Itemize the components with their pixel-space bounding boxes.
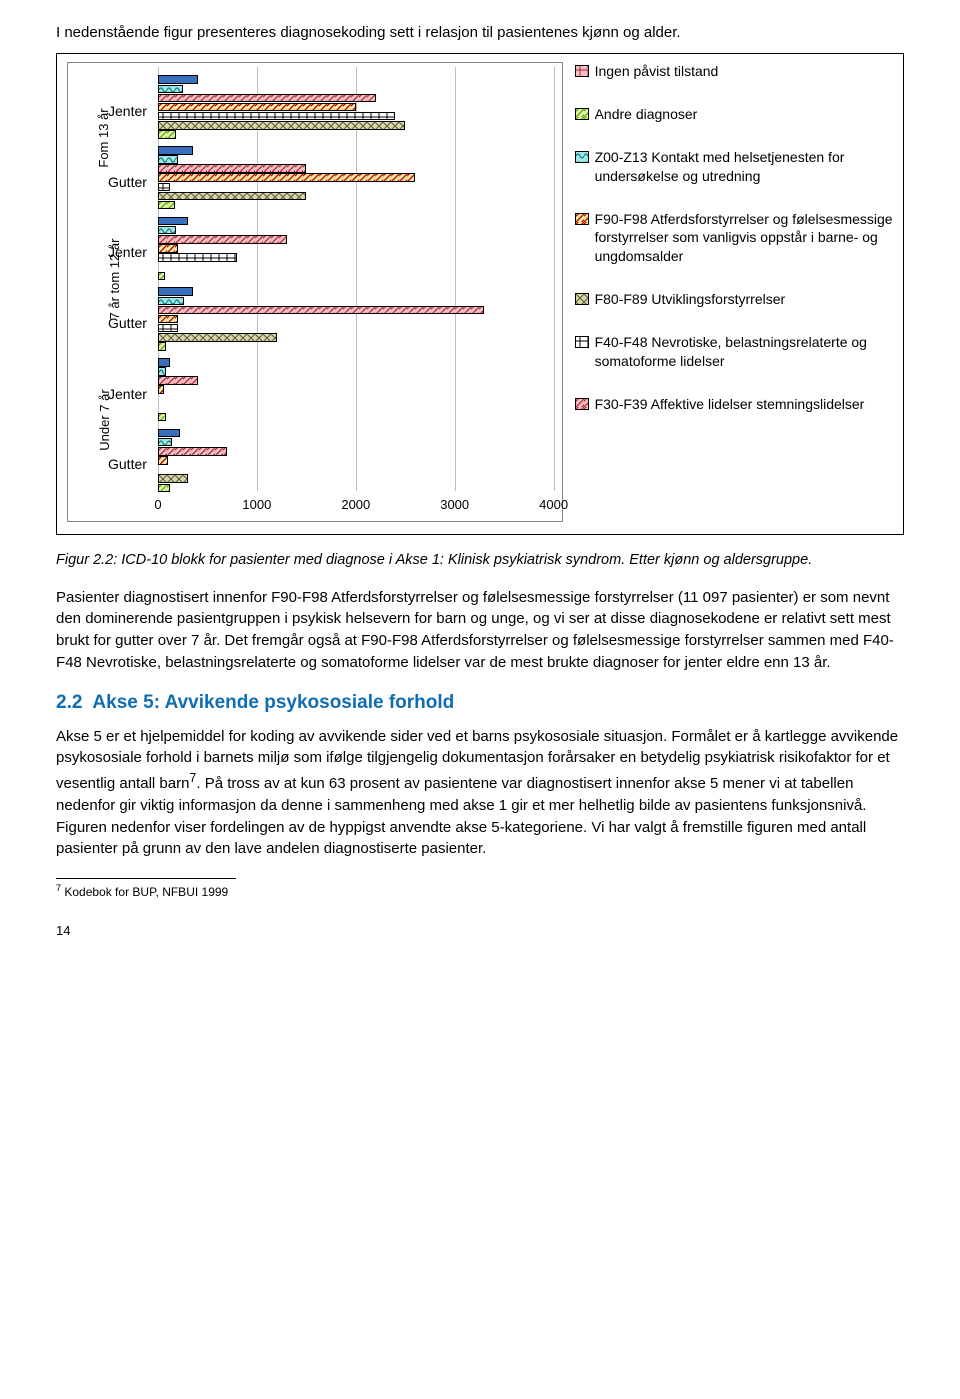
body-paragraph-1: Pasienter diagnostisert innenfor F90-F98…	[56, 587, 904, 674]
legend-swatch	[575, 398, 589, 410]
section-title: Akse 5: Avvikende psykososiale forhold	[92, 692, 454, 713]
legend-label: F30-F39 Affektive lidelser stemningslide…	[595, 395, 865, 414]
chart-bar	[158, 235, 287, 243]
legend-label: Ingen påvist tilstand	[595, 62, 719, 81]
x-tick-label: 2000	[341, 497, 370, 512]
y-gender-label: Gutter	[108, 456, 147, 472]
chart-bar	[158, 192, 306, 200]
chart-bar	[158, 287, 193, 295]
chart-bar	[158, 103, 356, 111]
chart-bar	[158, 253, 237, 261]
y-gender-label: Jenter	[108, 103, 147, 119]
chart-container: Fom 13 årJenterGutter7 år tom 12 årJente…	[56, 53, 904, 535]
x-tick-label: 0	[154, 497, 161, 512]
legend-label: F90-F98 Atferdsforstyrrelser og følelses…	[595, 210, 893, 267]
chart-bar	[158, 367, 166, 375]
chart-bar	[158, 75, 198, 83]
chart-bar	[158, 121, 405, 129]
chart-bar	[158, 244, 178, 252]
section-number: 2.2	[56, 692, 82, 713]
chart-bar	[158, 201, 175, 209]
chart-bar	[158, 438, 172, 446]
figure-caption: Figur 2.2: ICD-10 blokk for pasienter me…	[56, 551, 904, 571]
chart-bar	[158, 376, 198, 384]
chart-legend: Ingen påvist tilstand Andre diagnoser Z00-…	[563, 62, 893, 522]
chart-bar	[158, 474, 188, 482]
section-heading: 2.2 Akse 5: Avvikende psykososiale forhol…	[56, 692, 904, 714]
y-gender-label: Jenter	[108, 244, 147, 260]
legend-label: F80-F89 Utviklingsforstyrrelser	[595, 290, 786, 309]
legend-swatch	[575, 65, 589, 77]
chart-bar	[158, 226, 176, 234]
chart-bar	[158, 333, 277, 341]
footnote: 7 Kodebok for BUP, NFBUI 1999	[56, 883, 904, 899]
legend-label: F40-F48 Nevrotiske, belastningsrelaterte…	[595, 333, 893, 371]
chart-bar	[158, 306, 484, 314]
chart-bar	[158, 456, 168, 464]
legend-item: F80-F89 Utviklingsforstyrrelser	[575, 290, 893, 309]
x-tick-label: 3000	[440, 497, 469, 512]
chart-bar	[158, 447, 227, 455]
page-number: 14	[56, 923, 904, 938]
legend-item: F90-F98 Atferdsforstyrrelser og følelses…	[575, 210, 893, 267]
legend-label: Z00-Z13 Kontakt med helsetjenesten for u…	[595, 148, 893, 186]
footnote-rule	[56, 878, 236, 879]
legend-item: Z00-Z13 Kontakt med helsetjenesten for u…	[575, 148, 893, 186]
chart-bar	[158, 217, 188, 225]
chart-bar	[158, 183, 170, 191]
legend-label: Andre diagnoser	[595, 105, 698, 124]
chart-bar	[158, 324, 178, 332]
legend-swatch	[575, 293, 589, 305]
legend-swatch	[575, 151, 589, 163]
chart-bar	[158, 272, 165, 280]
chart-bar	[158, 429, 180, 437]
legend-swatch	[575, 213, 589, 225]
body-paragraph-2: Akse 5 er et hjelpemiddel for koding av …	[56, 726, 904, 861]
x-tick-label: 1000	[242, 497, 271, 512]
chart-bar	[158, 85, 183, 93]
chart-bar	[158, 297, 184, 305]
legend-item: F40-F48 Nevrotiske, belastningsrelaterte…	[575, 333, 893, 371]
intro-text: I nedenstående figur presenteres diagnos…	[56, 24, 904, 41]
chart-bar	[158, 358, 170, 366]
legend-swatch	[575, 108, 589, 120]
y-gender-label: Jenter	[108, 386, 147, 402]
chart-bar	[158, 155, 178, 163]
x-tick-label: 4000	[539, 497, 568, 512]
y-gender-label: Gutter	[108, 315, 147, 331]
chart-bar	[158, 112, 395, 120]
chart-bar	[158, 484, 170, 492]
y-gender-label: Gutter	[108, 174, 147, 190]
chart-bar	[158, 342, 166, 350]
chart-bar	[158, 164, 306, 172]
chart-bar	[158, 385, 164, 393]
chart-plot: Fom 13 årJenterGutter7 år tom 12 årJente…	[67, 62, 563, 522]
legend-item: Ingen påvist tilstand	[575, 62, 893, 81]
legend-swatch	[575, 336, 589, 348]
chart-bar	[158, 315, 178, 323]
legend-item: Andre diagnoser	[575, 105, 893, 124]
chart-bar	[158, 130, 176, 138]
legend-item: F30-F39 Affektive lidelser stemningslide…	[575, 395, 893, 414]
chart-bar	[158, 413, 166, 421]
chart-bar	[158, 173, 415, 181]
chart-bar	[158, 94, 376, 102]
chart-bar	[158, 146, 193, 154]
